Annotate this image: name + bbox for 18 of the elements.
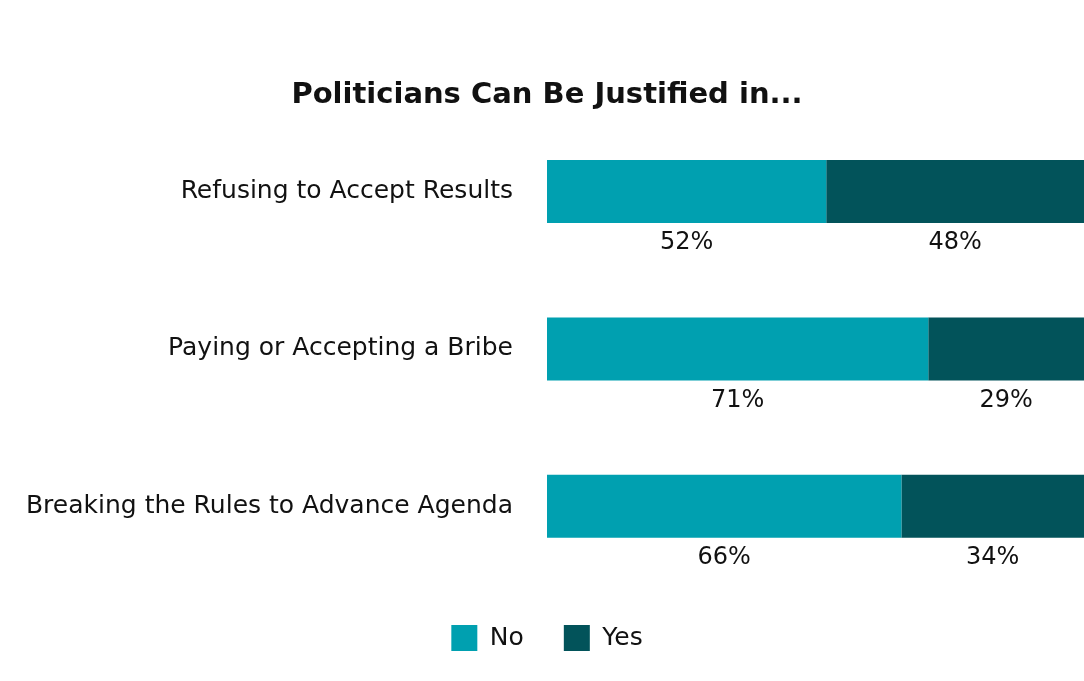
- bar: [547, 160, 827, 223]
- bar: [826, 160, 1084, 223]
- data-label: 71%: [710, 384, 765, 413]
- bar: [928, 317, 1084, 381]
- data-label: 66%: [697, 542, 751, 571]
- legend-label: Yes: [601, 621, 643, 651]
- data-label: 29%: [979, 384, 1033, 413]
- chart-title: Politicians Can Be Justified in...: [291, 75, 803, 110]
- data-label: 52%: [659, 227, 714, 256]
- data-label: 34%: [966, 542, 1020, 571]
- legend-label: No: [489, 621, 524, 651]
- bar: [547, 317, 929, 381]
- y-tick-label: Breaking the Rules to Advance Agenda: [25, 489, 513, 519]
- bar: [901, 474, 1084, 538]
- y-tick-label: Refusing to Accept Results: [180, 175, 513, 204]
- y-tick-label: Paying or Accepting a Bribe: [168, 332, 513, 362]
- bar: [547, 474, 902, 538]
- data-label: 48%: [928, 227, 982, 256]
